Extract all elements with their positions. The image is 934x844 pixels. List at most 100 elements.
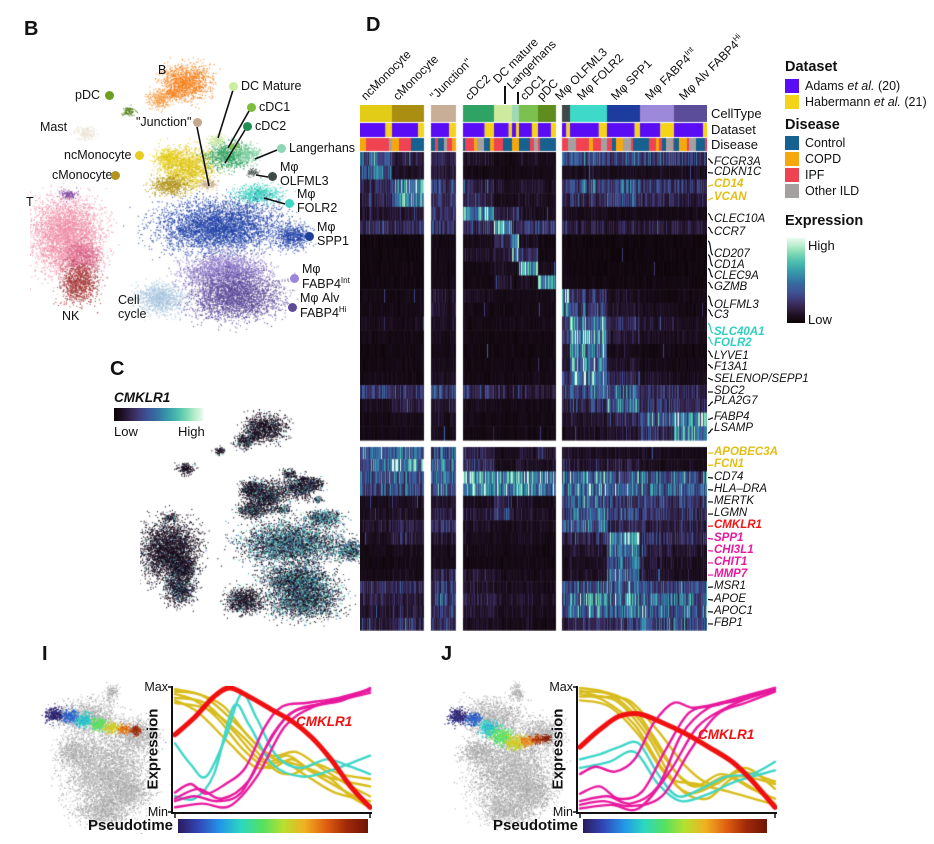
cluster-dot-cdc2 xyxy=(243,122,252,131)
bottom-gene-fcn1: FCN1 xyxy=(714,458,745,470)
cluster-label-langerhans: Langerhans xyxy=(289,141,356,155)
cluster-label-cmonocyte: cMonocyte xyxy=(52,168,113,182)
top-gene-cdkn1c: CDKN1C xyxy=(714,166,762,178)
top-gene-cd207: CD207 xyxy=(714,248,750,260)
bottom-gene-cmklr1: CMKLR1 xyxy=(714,519,762,531)
connector-line xyxy=(707,197,714,201)
panel-label-j: J xyxy=(441,643,453,665)
bottom-gene-apoc1: APOC1 xyxy=(714,605,753,617)
cluster-label-mphi-folr2: Mφ FOLR2 xyxy=(297,187,338,215)
expression-curves-i xyxy=(173,686,372,813)
top-gene-folr2: FOLR2 xyxy=(714,337,752,349)
legend-dataset-title: Dataset xyxy=(785,59,838,75)
bottom-gene-lgmn: LGMN xyxy=(714,507,748,519)
annotation-row-disease: Disease xyxy=(711,137,758,152)
panel-label-c: C xyxy=(110,358,125,380)
cluster-dot-langerhans xyxy=(277,144,286,153)
column-header-4: cDC2 xyxy=(462,71,494,103)
bottom-gene-msr1: MSR1 xyxy=(714,580,746,592)
connector-line xyxy=(707,309,714,317)
j-max-label: Max xyxy=(549,680,573,694)
top-gene-slc40a1: SLC40A1 xyxy=(714,326,765,338)
bottom-gene-fbp1: FBP1 xyxy=(714,617,743,629)
top-gene-gzmb: GZMB xyxy=(714,281,748,293)
pseudotime-colorbar-j xyxy=(583,819,767,833)
i-x-axis-label: Pseudotime xyxy=(88,817,174,834)
i-cmklr1-annotation: CMKLR1 xyxy=(296,714,353,729)
cluster-label-dc-mature: DC Mature xyxy=(241,79,302,93)
j-y-axis-label: Expression xyxy=(549,708,567,790)
expression-colorbar-horizontal xyxy=(114,408,203,421)
heatmap-panel-d xyxy=(360,105,707,631)
cluster-dot-ncmonocyte xyxy=(135,151,144,160)
top-gene-ccr7: CCR7 xyxy=(714,226,746,238)
connector-line xyxy=(707,281,714,289)
umap-pseudotime-j xyxy=(433,672,583,834)
cluster-dot-mphi-alv-fabp4hi xyxy=(288,303,297,312)
cluster-dot-mphi-fabp4int xyxy=(290,274,299,283)
umap-pseudotime-i xyxy=(28,672,178,834)
cluster-dot-dc-mature xyxy=(229,82,238,91)
top-gene-cd1a: CD1A xyxy=(714,259,745,271)
ipf-swatch xyxy=(785,168,799,182)
low-label: Low xyxy=(114,424,138,439)
top-gene-selenopsepp1: SELENOP/SEPP1 xyxy=(714,373,809,385)
j-cmklr1-annotation: CMKLR1 xyxy=(698,727,755,742)
connector-line xyxy=(707,417,714,420)
top-gene-olfml3: OLFML3 xyxy=(714,299,759,311)
connector-line xyxy=(707,476,714,479)
cluster-label-cdc2: cDC2 xyxy=(255,119,287,133)
top-gene-cd14: CD14 xyxy=(714,178,744,190)
cluster-label-mphi-olfml3: Mφ OLFML3 xyxy=(280,160,329,188)
adams-swatch xyxy=(785,79,799,93)
cluster-dot-mphi-spp1 xyxy=(305,232,314,241)
connector-line xyxy=(707,428,714,434)
cluster-label-b-cluster: B xyxy=(158,63,167,77)
i-min-label: Min xyxy=(147,805,168,819)
panel-label-b: B xyxy=(24,18,39,40)
annotation-row-dataset: Dataset xyxy=(711,122,756,137)
connector-line xyxy=(707,213,714,221)
copd-swatch xyxy=(785,152,799,166)
top-gene-c3: C3 xyxy=(714,309,729,321)
connector-line xyxy=(707,364,714,369)
connector-line xyxy=(707,226,714,234)
j-min-label: Min xyxy=(552,805,573,819)
top-gene-fcgr3a: FCGR3A xyxy=(714,156,761,168)
habermann-swatch xyxy=(785,95,799,109)
cluster-label-cell-cycle: Cell cycle xyxy=(118,293,147,321)
connector-line xyxy=(707,598,714,601)
connector-line xyxy=(707,254,714,267)
bottom-gene-apobec3a: APOBEC3A xyxy=(714,446,778,458)
cluster-dot-junction xyxy=(193,118,202,127)
feature-gene-title: CMKLR1 xyxy=(114,390,171,405)
connector-line xyxy=(707,295,714,307)
connector-line xyxy=(707,336,714,345)
cluster-dot-pdc xyxy=(105,91,114,100)
bottom-gene-chit1: CHIT1 xyxy=(714,556,748,568)
expression-high-label: High xyxy=(808,238,835,253)
cluster-label-nk: NK xyxy=(62,309,80,323)
connector-line xyxy=(707,240,714,256)
bottom-gene-chi3l1: CHI3L1 xyxy=(714,544,754,556)
cluster-dot-mphi-olfml3 xyxy=(268,172,277,181)
top-gene-clec9a: CLEC9A xyxy=(714,270,759,282)
legend-expression-title: Expression xyxy=(785,213,864,229)
cluster-label-t-cells: T xyxy=(26,195,34,209)
cluster-label-cdc1: cDC1 xyxy=(259,100,291,114)
bottom-gene-mmp7: MMP7 xyxy=(714,568,748,580)
connector-line xyxy=(707,401,714,407)
cluster-label-pdc: pDC xyxy=(75,88,101,102)
connector-line xyxy=(707,158,714,164)
annotation-row-celltype: CellType xyxy=(711,106,762,121)
expression-curves-j xyxy=(578,686,777,813)
top-gene-sdc2: SDC2 xyxy=(714,385,745,397)
top-gene-lyve1: LYVE1 xyxy=(714,350,749,362)
connector-line xyxy=(707,322,714,334)
i-max-label: Max xyxy=(144,680,168,694)
cluster-label-ncmonocyte: ncMonocyte xyxy=(64,148,132,162)
cluster-label-mphi-fabp4int: Mφ FABP4Int xyxy=(302,262,350,291)
cluster-label-mast: Mast xyxy=(40,120,68,134)
top-gene-lsamp: LSAMP xyxy=(714,422,753,434)
